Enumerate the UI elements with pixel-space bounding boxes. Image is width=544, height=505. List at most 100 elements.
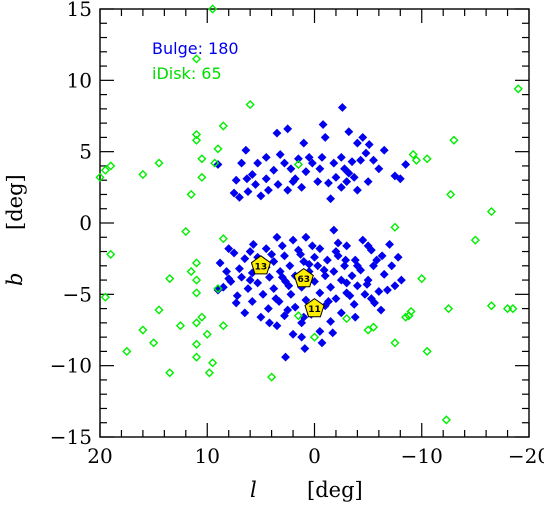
y-tick-label: −15: [50, 425, 92, 449]
idisk-point: [486, 301, 497, 311]
bulge-point: [275, 150, 285, 159]
bulge-point: [265, 318, 274, 328]
pentagon-marker: [304, 297, 325, 318]
bulge-point: [383, 285, 392, 295]
bulge-point: [256, 312, 266, 322]
bulge-point: [345, 291, 355, 301]
bulge-point: [284, 281, 294, 291]
bulge-point: [340, 164, 349, 174]
x-tick-label: 10: [195, 444, 220, 468]
bulge-point: [358, 235, 368, 245]
idisk-point: [293, 159, 304, 170]
bulge-point: [331, 172, 341, 182]
y-tick-label: 10: [67, 68, 92, 92]
x-tick-label: 20: [87, 444, 112, 468]
idisk-point: [390, 338, 400, 348]
bulge-point: [235, 264, 244, 274]
bulge-point: [213, 160, 223, 169]
idisk-point: [165, 368, 175, 378]
y-tick-label: −10: [50, 354, 92, 378]
bulge-point: [336, 275, 346, 285]
bulge-point: [280, 251, 289, 261]
bulge-point: [297, 182, 307, 192]
bulge-point: [261, 174, 271, 184]
bulge-point: [277, 241, 287, 251]
bulge-point: [258, 289, 268, 299]
bulge-point: [253, 278, 263, 288]
idisk-point: [513, 84, 523, 94]
bulge-point: [224, 244, 234, 254]
bulge-point: [374, 164, 384, 174]
idisk-point: [210, 158, 220, 168]
legend-idisk: iDisk: 65: [152, 64, 222, 83]
bulge-point: [333, 238, 343, 248]
data-points: 63 13 11: [95, 4, 523, 425]
bulge-point: [374, 287, 384, 296]
bulge-point: [393, 252, 403, 262]
bulge-point: [329, 158, 339, 168]
bulge-point: [326, 282, 336, 292]
x-tick-label: −20: [508, 444, 544, 468]
idisk-point: [202, 329, 212, 339]
bulge-point: [324, 178, 333, 188]
bulge-point: [317, 152, 327, 162]
tick-labels: −20 −10 0 10 20−15 −10 −5 0 5 10 15: [50, 0, 544, 468]
idisk-point: [411, 155, 421, 165]
bulge-point: [313, 261, 323, 271]
bulge-point: [385, 239, 394, 249]
bulge-point: [237, 272, 246, 282]
bulge-point: [277, 272, 287, 282]
idisk-point: [390, 222, 400, 232]
legend: Bulge: 180 iDisk: 65: [152, 39, 239, 83]
bulge-point: [269, 284, 279, 294]
bulge-point: [379, 145, 389, 155]
idisk-point: [138, 169, 148, 180]
bulge-point: [222, 267, 231, 276]
bulge-point: [364, 140, 374, 149]
bulge-point: [344, 168, 354, 178]
bulge-point: [340, 261, 349, 271]
bulge-point: [336, 308, 346, 318]
bulge-point: [390, 281, 400, 291]
pentagon-marker: [293, 267, 314, 288]
idisk-point: [213, 144, 223, 154]
idisk-point: [122, 346, 132, 356]
bulge-point: [293, 154, 303, 164]
bulge-point: [390, 171, 400, 181]
idisk-point: [218, 234, 228, 244]
bulge-point: [370, 298, 379, 308]
bulge-point: [297, 332, 307, 342]
bulge-point: [319, 265, 329, 275]
bulge-point: [352, 281, 362, 291]
bulge-point: [352, 138, 362, 148]
bulge-point: [271, 294, 281, 304]
idisk-point: [443, 304, 454, 314]
bulge-point: [347, 157, 357, 167]
bulge-point: [272, 232, 282, 242]
idisk-point: [401, 312, 411, 322]
bulge-point: [329, 267, 339, 276]
bulge-point: [315, 244, 325, 254]
y-tick-label: 5: [79, 140, 92, 164]
bulge-point: [273, 180, 283, 189]
idisk-point: [149, 338, 159, 348]
idisk-point: [106, 161, 116, 171]
bulge-point: [247, 297, 257, 306]
bulge-point: [337, 103, 347, 112]
bulge-point: [331, 247, 341, 256]
bulge-point: [313, 177, 323, 187]
bulge-point: [280, 311, 289, 321]
idisk-point: [100, 292, 110, 302]
bulge-point: [263, 304, 273, 314]
x-axis-variable: l: [250, 478, 257, 502]
bulge-point: [245, 247, 255, 256]
bulge-point: [240, 254, 250, 264]
bulge-point: [304, 152, 314, 162]
idisk-point: [197, 312, 207, 322]
bulge-point: [363, 241, 373, 251]
bulge-point: [224, 274, 234, 284]
y-tick-label: 15: [67, 0, 92, 21]
bulge-point: [218, 282, 228, 292]
bulge-point: [369, 155, 378, 165]
